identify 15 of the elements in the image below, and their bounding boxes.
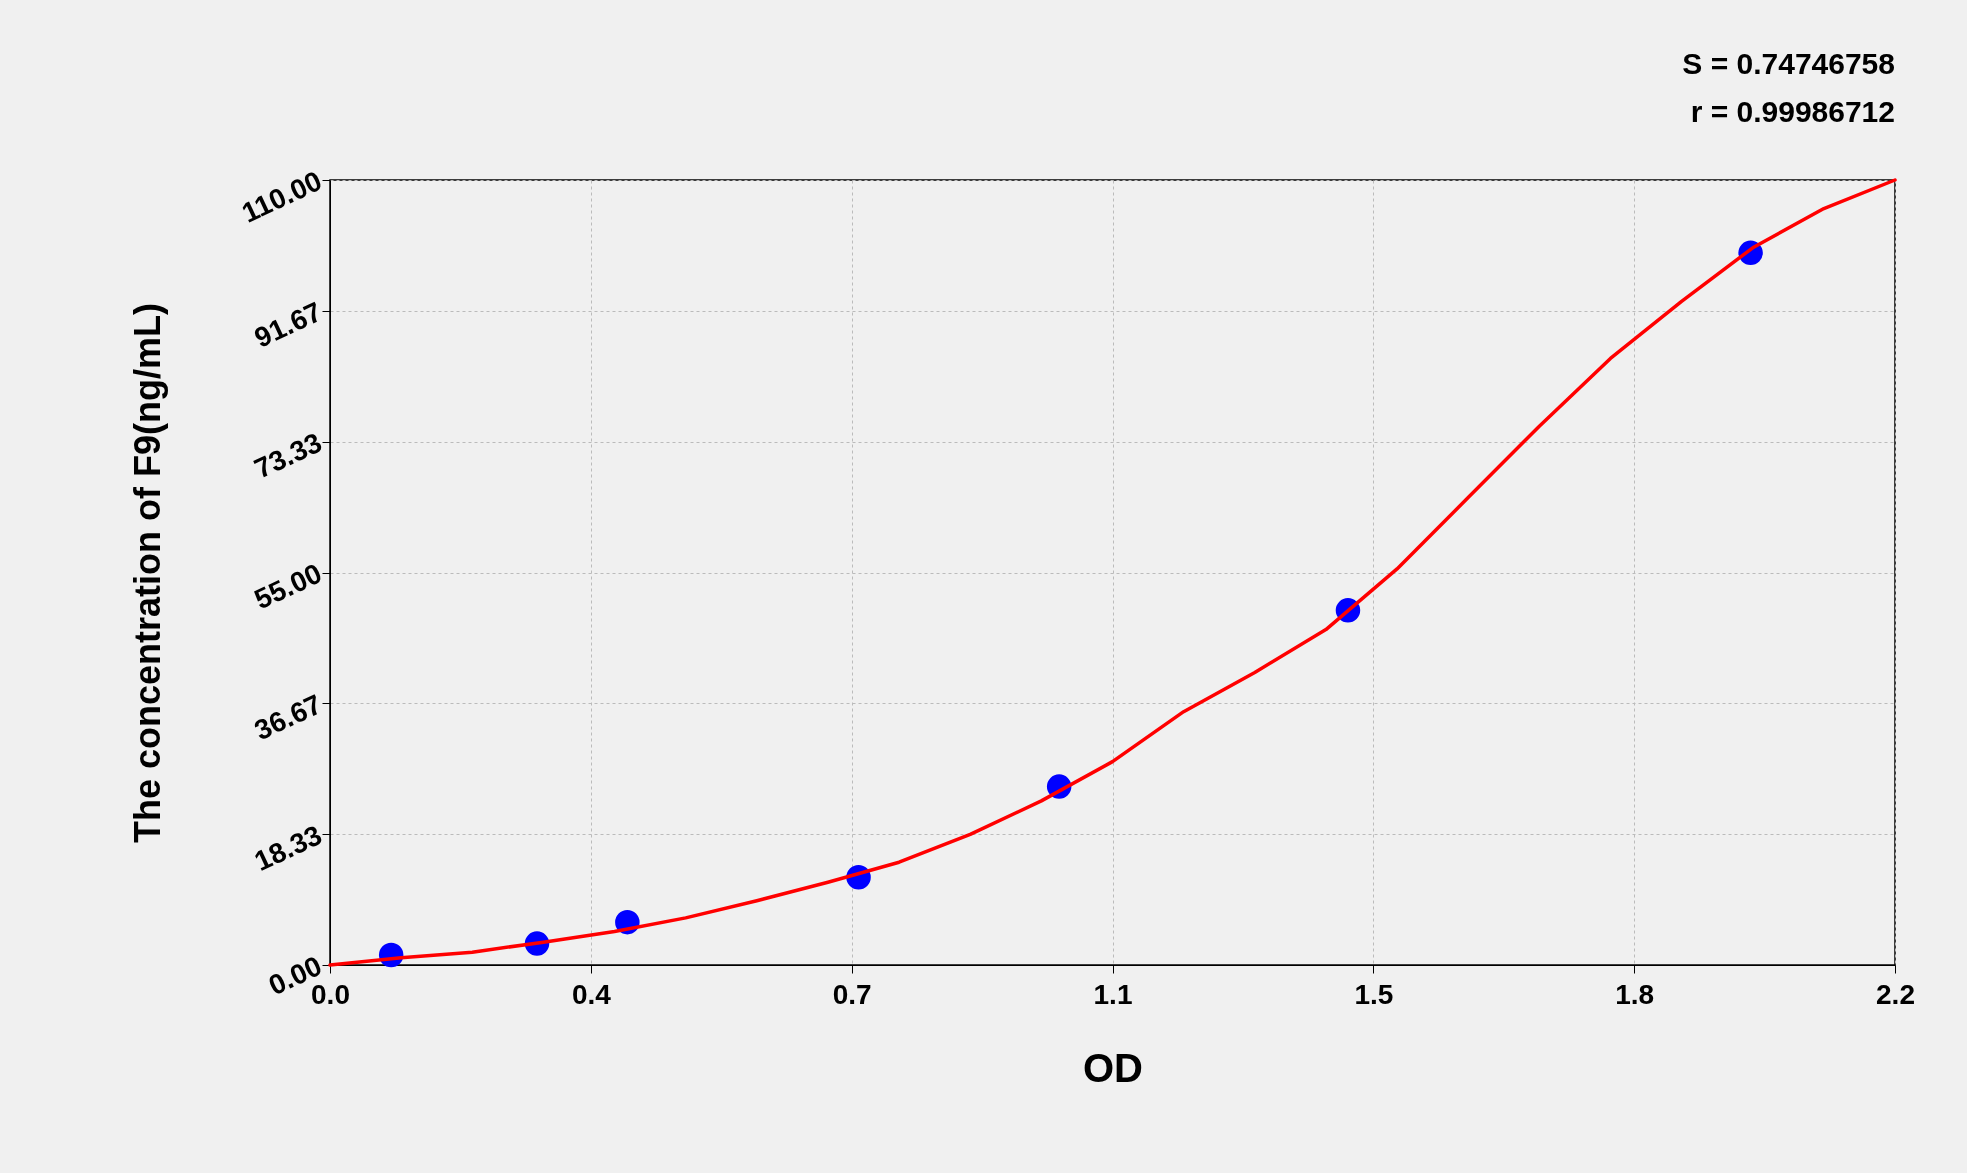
x-tick-label: 0.4 [571,978,612,1010]
y-tick-label: 36.67 [249,688,327,747]
x-tick-label: 1.5 [1354,978,1394,1010]
y-axis-title: The concentration of F9(ng/mL) [127,303,169,843]
y-tick-label: 55.00 [249,557,327,616]
x-tick-label: 0.7 [832,978,872,1010]
text: S = 0.74746758 [1682,47,1895,80]
y-tick-label: 18.33 [249,819,327,877]
x-tick-label: 1.8 [1615,978,1655,1010]
y-tick-label: 73.33 [249,426,327,485]
y-tick-label: 91.67 [249,295,327,354]
x-axis-title: OD [1083,1045,1143,1090]
text: r = 0.99986712 [1690,95,1895,128]
x-tick-label: 1.1 [1093,978,1133,1010]
x-tick-label: 2.2 [1876,978,1915,1010]
